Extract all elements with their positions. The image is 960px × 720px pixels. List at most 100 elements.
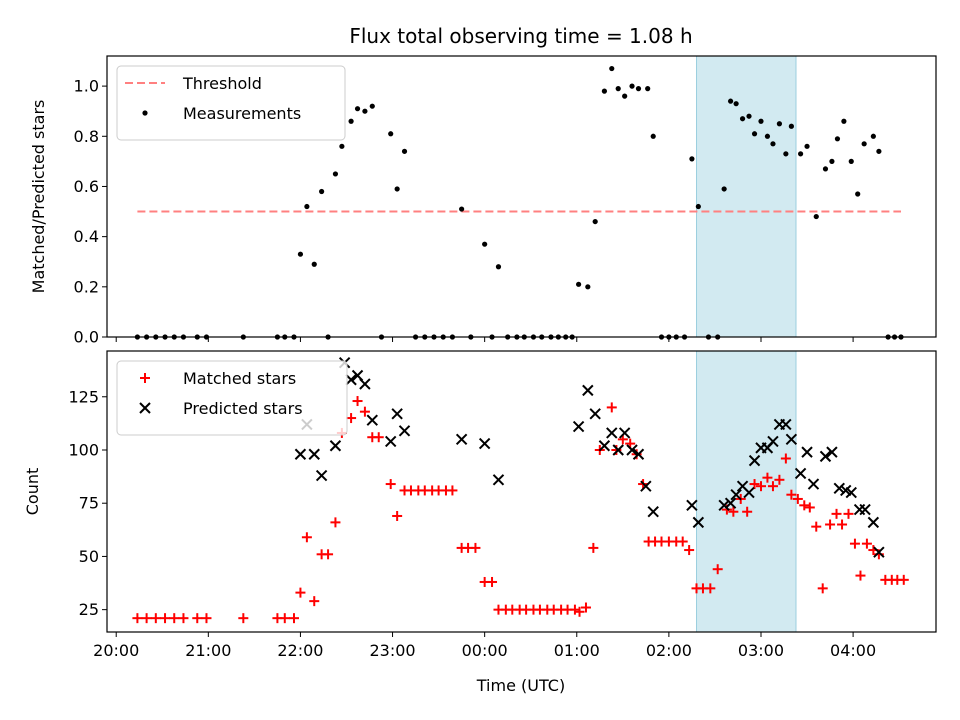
ratio-panel: 0.0 0.2 0.4 0.6 0.8 1.0 Matched/Predicted star…: [29, 55, 937, 347]
measurement-point: [388, 131, 394, 137]
predicted-star-point: [572, 420, 585, 433]
matched-star-point: [279, 613, 290, 624]
legend-box: [116, 360, 348, 436]
measurement-point: [783, 151, 789, 157]
predicted-star-stroke: [833, 482, 845, 495]
highlight-span: [696, 350, 797, 633]
predicted-star-point: [640, 480, 652, 492]
matched-star-point: [574, 606, 585, 617]
predicted-star-stroke: [366, 414, 378, 426]
predicted-star-stroke: [647, 506, 659, 518]
matched-star-point: [712, 564, 723, 575]
predicted-star-stroke: [780, 418, 792, 431]
matched-star-point: [330, 517, 341, 528]
predicted-star-point: [366, 414, 378, 426]
predicted-star-stroke: [582, 384, 594, 397]
predicted-star-stroke: [351, 369, 364, 382]
matched-star-point: [786, 489, 797, 500]
predicted-star-point: [618, 427, 631, 439]
matched-star-point: [201, 613, 212, 624]
matched-star-point: [705, 583, 716, 594]
predicted-star-point: [743, 486, 755, 499]
y-tick-label: 0.2: [74, 277, 99, 296]
legend-label: Measurements: [183, 104, 301, 123]
predicted-star-stroke: [807, 478, 820, 490]
matched-star-point: [780, 453, 791, 464]
predicted-star-point: [785, 433, 798, 446]
measurement-point: [585, 284, 591, 290]
measurement-point: [788, 123, 794, 129]
x-tick-label: 21:00: [185, 641, 231, 660]
matched-star-point: [728, 506, 739, 517]
predicted-star-stroke: [826, 446, 838, 458]
matched-star-point: [192, 613, 203, 624]
measurement-point: [645, 86, 651, 92]
legend: Threshold Measurements: [116, 65, 346, 141]
matched-star-point: [141, 613, 152, 624]
measurement-point: [576, 281, 582, 287]
legend: Matched stars Predicted stars: [116, 360, 348, 436]
matched-star-point: [817, 583, 828, 594]
legend-label: Threshold: [182, 74, 262, 93]
matched-star-point: [849, 538, 860, 549]
matched-star-point: [392, 510, 403, 521]
measurement-point: [695, 203, 701, 210]
measurement-point: [727, 98, 734, 104]
measurement-point: [848, 158, 854, 164]
matched-star-point: [606, 402, 617, 413]
measurement-point: [822, 166, 829, 172]
predicted-star-point: [867, 516, 880, 529]
matched-star-point: [804, 502, 815, 513]
matched-star-point: [742, 506, 753, 517]
matched-star-point: [132, 613, 143, 624]
x-tick-label: 02:00: [646, 641, 692, 660]
measurement-point: [622, 93, 628, 99]
y-axis-label: Count: [23, 468, 42, 516]
measurement-point: [776, 121, 783, 127]
predicted-star-point: [647, 506, 659, 518]
legend-predicted-swatch: [139, 402, 151, 414]
legend-label: Matched stars: [183, 369, 296, 388]
matched-star-point: [470, 542, 481, 553]
predicted-star-stroke: [612, 444, 624, 456]
matched-star-point: [837, 519, 848, 530]
matched-star-point: [178, 613, 189, 624]
predicted-star-stroke: [785, 433, 798, 446]
measurement-point: [319, 188, 325, 195]
measurement-point: [829, 158, 835, 164]
predicted-star-point: [692, 516, 705, 529]
matched-star-point: [346, 413, 357, 424]
matched-star-point: [359, 406, 370, 417]
y-tick-label: 0.4: [74, 227, 99, 246]
measurement-point: [746, 113, 752, 119]
measurement-point: [482, 241, 488, 247]
matched-star-point: [373, 432, 384, 443]
measurement-point: [855, 191, 861, 197]
predicted-star-stroke: [845, 486, 857, 499]
matched-star-point: [799, 500, 810, 511]
count-panel: 25 50 75 100 125 20:00 21:00 22:00 23:00 00:00 01:…: [23, 350, 937, 660]
measurement-point: [354, 106, 361, 112]
predicted-star-stroke: [626, 444, 638, 456]
predicted-star-point: [730, 488, 742, 501]
predicted-star-stroke: [743, 486, 755, 499]
y-tick-label: 125: [68, 387, 99, 406]
predicted-star-point: [826, 446, 838, 458]
x-tick-label: 00:00: [462, 641, 508, 660]
predicted-star-stroke: [724, 497, 737, 509]
axes-frame: [106, 350, 937, 633]
predicted-star-point: [345, 374, 357, 386]
predicted-star-point: [455, 433, 468, 446]
measurement-point: [401, 148, 408, 154]
predicted-star-stroke: [686, 499, 698, 512]
measurement-point: [615, 86, 621, 92]
x-tick-label: 01:00: [554, 641, 600, 660]
measurement-point: [764, 133, 771, 139]
predicted-star-stroke: [640, 480, 652, 492]
matched-star-point: [762, 472, 773, 483]
x-axis-label: Time (UTC): [476, 676, 565, 695]
matched-star-point: [774, 474, 785, 485]
predicted-star-point: [359, 378, 371, 390]
measurement-point: [601, 88, 608, 94]
